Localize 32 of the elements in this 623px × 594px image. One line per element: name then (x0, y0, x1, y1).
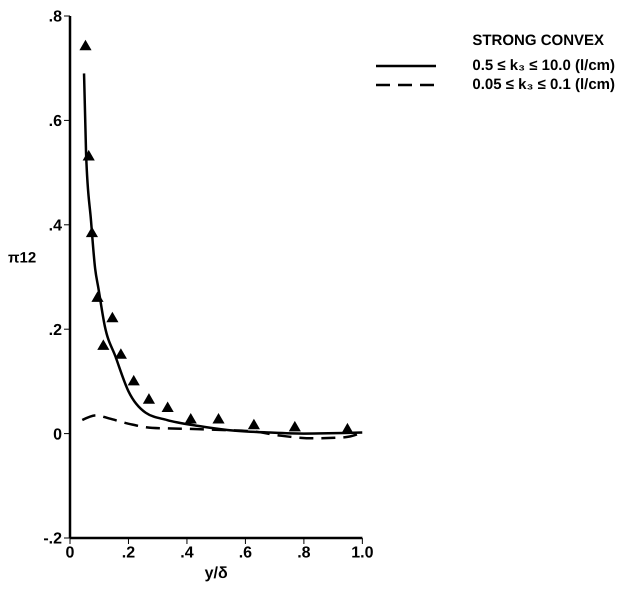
legend-label: 0.5 ≤ k₃ ≤ 10.0 (l/cm) (472, 57, 615, 74)
y-tick-label: .6 (48, 113, 62, 130)
point (114, 348, 127, 359)
y-tick-label: -.2 (43, 530, 62, 548)
point (128, 374, 140, 386)
x-tick-label: .8 (297, 544, 311, 562)
point (248, 418, 260, 430)
point (86, 226, 98, 238)
y-tick-label: .8 (48, 8, 62, 26)
x-axis-title: y/δ (204, 565, 228, 582)
point (142, 393, 156, 404)
y-axis-title: π12 (8, 249, 36, 266)
y-tick-label: .2 (48, 322, 62, 339)
point (79, 40, 92, 50)
legend-label: 0.05 ≤ k₃ ≤ 0.1 (l/cm) (472, 76, 615, 93)
y-tick-label: 0 (53, 426, 62, 444)
point (82, 150, 95, 160)
point (212, 413, 225, 424)
point (106, 312, 118, 322)
x-tick-label: .4 (180, 544, 194, 562)
point (162, 402, 174, 412)
point (288, 420, 301, 432)
point (184, 413, 197, 424)
x-tick-label: 1.0 (351, 544, 374, 562)
point (341, 422, 354, 434)
x-tick-label: .2 (122, 544, 136, 562)
point (91, 291, 104, 302)
legend-title: STRONG CONVEX (472, 32, 606, 49)
x-tick-label: .6 (238, 544, 252, 562)
point (97, 339, 110, 350)
y-tick-label: .4 (48, 217, 62, 234)
x-tick-label: 0 (66, 544, 75, 562)
